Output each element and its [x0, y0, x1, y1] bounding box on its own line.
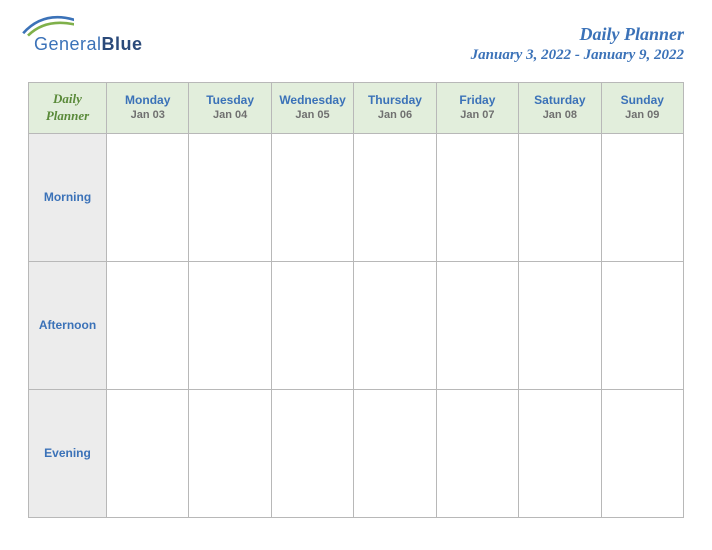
period-label-evening: Evening — [29, 389, 107, 517]
page-subtitle: January 3, 2022 - January 9, 2022 — [471, 47, 684, 64]
slot-cell[interactable] — [354, 389, 436, 517]
logo-text-blue: Blue — [102, 34, 143, 54]
day-header-sat: Saturday Jan 08 — [519, 83, 601, 134]
day-name: Thursday — [356, 93, 433, 107]
slot-cell[interactable] — [601, 389, 683, 517]
slot-cell[interactable] — [354, 261, 436, 389]
logo-swoosh-icon — [18, 14, 74, 38]
row-morning: Morning — [29, 133, 684, 261]
day-name: Saturday — [521, 93, 598, 107]
day-name: Tuesday — [191, 93, 268, 107]
slot-cell[interactable] — [271, 389, 353, 517]
slot-cell[interactable] — [519, 261, 601, 389]
header-row: Daily Planner Monday Jan 03 Tuesday Jan … — [29, 83, 684, 134]
slot-cell[interactable] — [107, 389, 189, 517]
slot-cell[interactable] — [519, 133, 601, 261]
slot-cell[interactable] — [189, 261, 271, 389]
day-date: Jan 09 — [604, 109, 681, 121]
slot-cell[interactable] — [107, 261, 189, 389]
slot-cell[interactable] — [354, 133, 436, 261]
slot-cell[interactable] — [189, 133, 271, 261]
period-label-morning: Morning — [29, 133, 107, 261]
day-date: Jan 07 — [439, 109, 516, 121]
day-date: Jan 08 — [521, 109, 598, 121]
day-header-wed: Wednesday Jan 05 — [271, 83, 353, 134]
row-afternoon: Afternoon — [29, 261, 684, 389]
slot-cell[interactable] — [519, 389, 601, 517]
day-header-mon: Monday Jan 03 — [107, 83, 189, 134]
slot-cell[interactable] — [107, 133, 189, 261]
title-block: Daily Planner January 3, 2022 - January … — [471, 24, 684, 64]
corner-cell: Daily Planner — [29, 83, 107, 134]
day-header-tue: Tuesday Jan 04 — [189, 83, 271, 134]
slot-cell[interactable] — [436, 261, 518, 389]
day-name: Sunday — [604, 93, 681, 107]
slot-cell[interactable] — [601, 261, 683, 389]
day-date: Jan 04 — [191, 109, 268, 121]
planner-table: Daily Planner Monday Jan 03 Tuesday Jan … — [28, 82, 684, 518]
slot-cell[interactable] — [271, 261, 353, 389]
slot-cell[interactable] — [436, 133, 518, 261]
day-header-thu: Thursday Jan 06 — [354, 83, 436, 134]
day-date: Jan 03 — [109, 109, 186, 121]
period-label-afternoon: Afternoon — [29, 261, 107, 389]
day-date: Jan 06 — [356, 109, 433, 121]
header: GeneralBlue Daily Planner January 3, 202… — [28, 24, 684, 64]
day-date: Jan 05 — [274, 109, 351, 121]
day-header-fri: Friday Jan 07 — [436, 83, 518, 134]
slot-cell[interactable] — [271, 133, 353, 261]
day-header-sun: Sunday Jan 09 — [601, 83, 683, 134]
slot-cell[interactable] — [436, 389, 518, 517]
slot-cell[interactable] — [601, 133, 683, 261]
page-title: Daily Planner — [471, 24, 684, 45]
day-name: Monday — [109, 93, 186, 107]
day-name: Friday — [439, 93, 516, 107]
logo: GeneralBlue — [28, 24, 143, 55]
slot-cell[interactable] — [189, 389, 271, 517]
row-evening: Evening — [29, 389, 684, 517]
day-name: Wednesday — [274, 93, 351, 107]
